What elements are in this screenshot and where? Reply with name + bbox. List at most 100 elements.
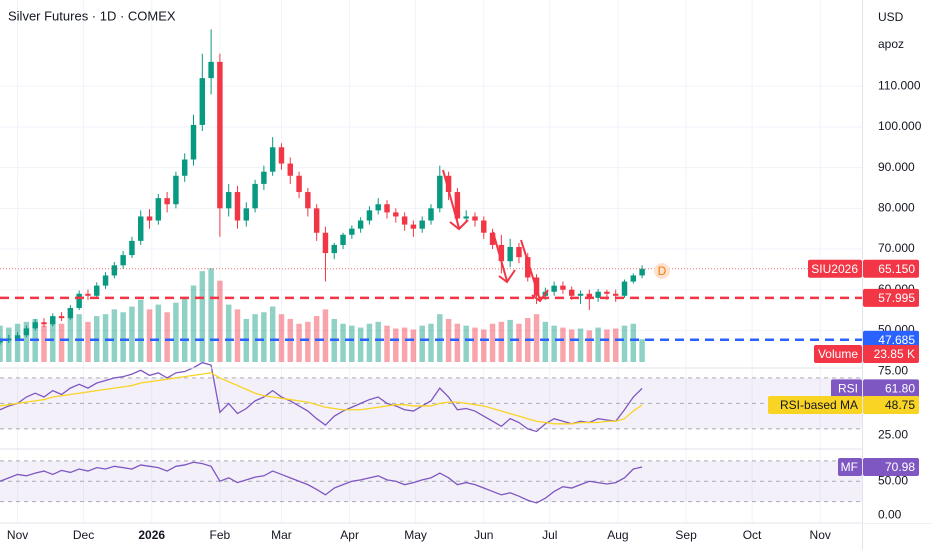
- volume-bar: [384, 325, 390, 362]
- volume-bar: [278, 314, 285, 362]
- chart-title: Silver Futures · 1D · COMEX: [8, 8, 176, 23]
- candle-body: [472, 216, 478, 221]
- volume-bar: [604, 329, 610, 362]
- level-label: 47.685: [878, 333, 915, 347]
- volume-bar: [164, 312, 170, 362]
- volume-bar: [0, 325, 3, 362]
- volume-label-bg: [863, 345, 919, 363]
- candle-body: [393, 212, 399, 217]
- indicator-value-label: 48.75: [885, 398, 915, 412]
- currency[interactable]: USD: [878, 10, 904, 24]
- volume-bar: [516, 323, 522, 362]
- indicator-name-label-bg: [831, 379, 862, 398]
- candle-body: [419, 220, 425, 229]
- candle-body: [604, 291, 610, 294]
- candle-body: [551, 285, 557, 292]
- candle-body: [287, 163, 293, 176]
- candle-body: [129, 240, 135, 256]
- candle-body: [208, 61, 214, 79]
- candle-body: [252, 183, 258, 209]
- volume-bar: [489, 323, 496, 362]
- volume-bar: [445, 318, 452, 362]
- scale-label[interactable]: apoz: [878, 37, 904, 51]
- candle-body: [85, 293, 91, 296]
- volume-bar: [401, 327, 408, 362]
- indicator-line: [0, 361, 643, 433]
- volume-bar: [630, 323, 637, 362]
- volume-bar: [454, 323, 461, 362]
- indicator-layer: [0, 361, 643, 504]
- candle-body: [349, 228, 355, 235]
- volume-bar: [6, 327, 12, 362]
- candle-body: [217, 61, 223, 209]
- indicator-value-label-bg: [863, 395, 919, 414]
- candle-body: [67, 308, 74, 319]
- grid-layer: [0, 0, 862, 523]
- volume-bar: [120, 312, 126, 362]
- x-tick-label: Nov: [7, 528, 28, 542]
- volume-bar: [76, 314, 82, 362]
- candle-body: [560, 285, 566, 290]
- candle-body: [340, 234, 346, 245]
- candle-body: [32, 322, 38, 329]
- candle-body: [639, 268, 645, 276]
- trend-arrow: [520, 239, 541, 301]
- arrow-head: [498, 269, 516, 284]
- candle-body: [164, 198, 170, 205]
- volume-bar: [349, 325, 355, 362]
- candle-layer: [0, 29, 645, 345]
- volume-bar: [463, 325, 469, 362]
- candle-body: [23, 328, 30, 336]
- indicator-tick-label: 0.00: [878, 507, 902, 521]
- x-tick-label: 2026: [138, 528, 165, 542]
- candle-body: [190, 124, 197, 160]
- volume-bar: [560, 327, 566, 362]
- volume-bar: [621, 325, 628, 362]
- y-tick-label: 90.000: [878, 160, 915, 174]
- volume-bar: [129, 306, 135, 362]
- indicator-value-label: 70.98: [885, 460, 915, 474]
- candle-body: [111, 265, 118, 276]
- candle-body: [410, 224, 417, 229]
- candle-body: [612, 293, 619, 296]
- arrow-head: [531, 289, 549, 303]
- x-tick-label: Jul: [542, 528, 557, 542]
- candle-body: [516, 246, 522, 258]
- x-tick-label: Aug: [607, 528, 628, 542]
- volume-bar: [419, 325, 425, 362]
- arrow-head: [449, 219, 469, 231]
- y-tick-label: 110.000: [878, 78, 921, 92]
- event-marker-bg[interactable]: [654, 263, 670, 279]
- candle-body: [331, 244, 337, 254]
- candle-body: [525, 257, 531, 278]
- volume-bar: [138, 299, 144, 362]
- level-layer: [0, 268, 862, 342]
- y-tick-label: 80.000: [878, 200, 915, 214]
- volume-bar: [58, 323, 65, 362]
- volume-bar: [437, 314, 443, 362]
- volume-bar: [146, 309, 153, 362]
- indicator-value-label-bg: [863, 457, 919, 476]
- volume-bar: [472, 327, 478, 362]
- last-price-label: 65.150: [878, 262, 915, 276]
- y-tick-label: 100.000: [878, 119, 922, 133]
- volume-bar: [252, 314, 258, 362]
- candle-body: [463, 216, 469, 219]
- candle-body: [366, 210, 373, 221]
- candle-body: [445, 175, 452, 193]
- volume-bar: [217, 280, 223, 362]
- volume-bar: [481, 329, 487, 362]
- x-tick-label: Mar: [271, 528, 292, 542]
- volume-bar: [41, 325, 47, 362]
- event-marker[interactable]: D: [658, 264, 667, 278]
- x-tick-label: Feb: [210, 528, 231, 542]
- trend-arrow: [492, 231, 508, 282]
- volume-label: 23.85 K: [874, 347, 915, 361]
- volume-bar: [261, 312, 267, 362]
- indicator-band: [0, 377, 862, 429]
- candle-body: [322, 232, 329, 254]
- candle-body: [269, 147, 276, 172]
- volume-bar: [542, 321, 549, 362]
- volume-name-label-bg: [814, 345, 862, 363]
